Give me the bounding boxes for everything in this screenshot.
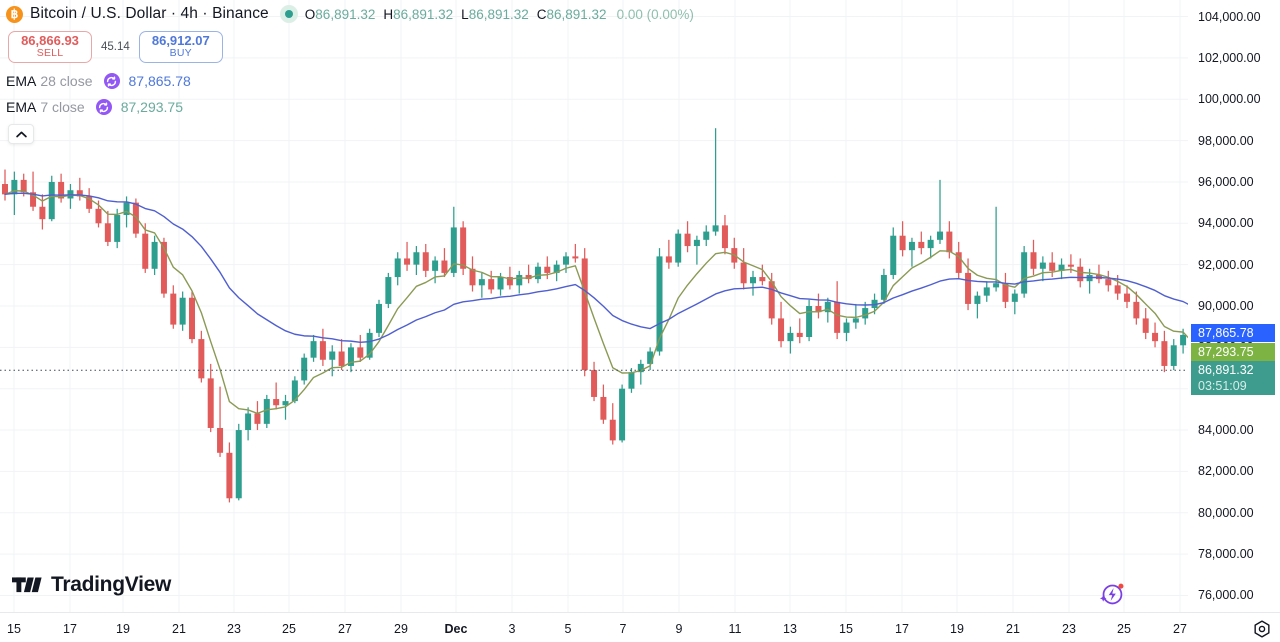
buy-button[interactable]: 86,912.07 BUY [138, 31, 223, 63]
time-tick-label: 19 [950, 622, 964, 636]
price-badge-ema28: 87,865.78 [1191, 324, 1275, 342]
time-tick-label: 13 [783, 622, 797, 636]
indicator-args: 7 close [40, 99, 85, 115]
price-tick-label: 100,000.00 [1198, 92, 1261, 107]
time-tick-label: 21 [1006, 622, 1020, 636]
indicator-value: 87,865.78 [128, 73, 191, 89]
collapse-legend-button[interactable] [8, 124, 34, 144]
time-tick-label: 25 [282, 622, 296, 636]
sell-label: SELL [36, 47, 64, 59]
price-tick-label: 90,000.00 [1198, 299, 1254, 313]
indicator-name: EMA [6, 99, 37, 115]
time-tick-label: 29 [394, 622, 408, 636]
sell-price: 86,866.93 [21, 33, 79, 48]
price-tick-label: 84,000.00 [1198, 423, 1254, 438]
brand-name: TradingView [51, 573, 172, 596]
indicator-ema-28[interactable]: EMA 28 close 87,865.78 [0, 68, 800, 94]
ema-lines [4, 190, 1188, 415]
price-tick-label: 104,000.00 [1198, 9, 1261, 24]
time-tick-label: 11 [728, 622, 742, 636]
tradingview-logo-icon [12, 577, 42, 593]
price-tick-label: 76,000.00 [1198, 588, 1254, 603]
time-tick-label: 5 [564, 622, 572, 636]
bar-countdown: 03:51:09 [1198, 379, 1247, 393]
time-tick-label: 27 [1173, 622, 1187, 636]
time-tick-label: 23 [1062, 622, 1076, 636]
time-tick-label: 17 [895, 622, 909, 636]
indicator-name: EMA [6, 73, 37, 89]
time-tick-label: 15 [7, 622, 21, 636]
time-tick-label: 7 [619, 622, 627, 636]
indicator-ema-7[interactable]: EMA 7 close 87,293.75 [0, 94, 800, 120]
buy-label: BUY [169, 47, 192, 59]
candlestick-chart [0, 0, 1188, 612]
price-tick-label: 94,000.00 [1198, 216, 1254, 231]
indicator-value: 87,293.75 [120, 99, 183, 115]
time-tick-label: 27 [338, 622, 352, 636]
price-badge-ema7: 87,293.75 [1191, 343, 1275, 361]
price-tick-label: 92,000.00 [1198, 257, 1254, 272]
time-tick-label: 25 [1117, 622, 1131, 636]
refresh-icon[interactable] [95, 99, 112, 115]
price-tick-label: 78,000.00 [1198, 547, 1254, 562]
price-scale[interactable]: 104,000.00 102,000.00 100,000.00 98,000.00 9… [1188, 0, 1280, 612]
crosshair-target-icon[interactable] [1252, 619, 1272, 639]
time-tick-label: Dec [444, 622, 468, 636]
ai-spark-icon[interactable] [1098, 580, 1126, 608]
tradingview-branding: TradingView [12, 573, 171, 597]
buy-price: 86,912.07 [151, 33, 210, 48]
time-tick-label: 21 [172, 622, 186, 636]
indicator-args: 28 close [40, 73, 93, 89]
spread-value: 45.14 [101, 41, 130, 53]
grid-lines [0, 0, 1188, 612]
candle-series [2, 128, 1187, 503]
chevron-up-icon [15, 131, 27, 137]
time-tick-label: 17 [63, 622, 77, 636]
price-tick-label: 102,000.00 [1198, 50, 1261, 65]
price-tick-label: 82,000.00 [1198, 464, 1254, 479]
time-tick-label: 19 [116, 622, 130, 636]
time-scale[interactable]: 15 17 19 21 23 25 27 29 Dec 3 5 7 9 11 13 15 17 19 21 23 25 2… [0, 612, 1280, 642]
time-tick-label: 15 [839, 622, 853, 636]
order-buttons-row: 86,866.93 SELL 45.14 86,912.07 BUY [0, 30, 800, 64]
price-badge-last: 86,891.32 03:51:09 [1191, 361, 1275, 395]
price-tick-label: 80,000.00 [1198, 505, 1254, 520]
refresh-icon[interactable] [103, 73, 120, 89]
chart-canvas[interactable] [0, 0, 1188, 612]
price-tick-label: 96,000.00 [1198, 174, 1254, 189]
time-tick-label: 3 [508, 622, 516, 636]
time-tick-label: 9 [675, 622, 683, 636]
indicator-legend-list: EMA 28 close 87,865.78 EMA 7 close [0, 68, 800, 120]
price-tick-label: 98,000.00 [1198, 133, 1254, 148]
sell-button[interactable]: 86,866.93 SELL [8, 31, 92, 63]
time-tick-label: 23 [227, 622, 241, 636]
